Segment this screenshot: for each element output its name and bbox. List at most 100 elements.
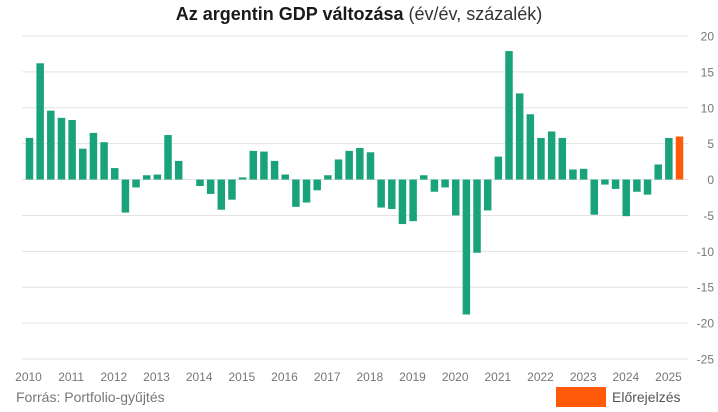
bar	[569, 169, 577, 180]
y-tick-label: -15	[697, 281, 715, 295]
y-tick-label: -20	[697, 317, 715, 331]
bar	[590, 179, 599, 215]
bar	[654, 164, 662, 180]
legend: Előrejelzés	[556, 387, 680, 407]
bar	[110, 168, 119, 180]
y-tick-label: -5	[703, 209, 714, 223]
x-tick-label: 2021	[484, 370, 511, 384]
bar	[206, 179, 215, 194]
x-tick-label: 2011	[58, 370, 84, 384]
bars	[25, 51, 684, 315]
legend-label-forecast: Előrejelzés	[612, 389, 681, 405]
bar	[153, 174, 162, 180]
bar	[494, 156, 503, 180]
bar	[643, 179, 652, 195]
x-tick-label: 2023	[570, 370, 597, 384]
bar	[420, 175, 428, 180]
source-note: Forrás: Portfolio-gyűjtés	[16, 389, 165, 405]
y-tick-label: -10	[697, 245, 715, 259]
bar	[622, 179, 630, 217]
bar	[601, 179, 609, 185]
bar	[57, 117, 66, 180]
bar	[366, 152, 375, 180]
bar	[515, 93, 524, 180]
bar	[121, 179, 130, 213]
y-tick-label: 10	[701, 101, 715, 115]
y-tick-label: 5	[707, 137, 714, 151]
bar	[25, 137, 34, 180]
bar	[441, 179, 449, 188]
y-tick-label: 20	[701, 30, 715, 44]
y-tick-label: -25	[697, 353, 715, 367]
bar	[164, 135, 172, 180]
x-tick-label: 2019	[399, 370, 426, 384]
x-tick-label: 2025	[655, 370, 682, 384]
bar	[281, 174, 289, 180]
bar	[292, 179, 300, 207]
bar	[430, 179, 439, 192]
bar	[132, 179, 140, 188]
bar	[89, 132, 98, 180]
bar	[388, 179, 396, 209]
x-tick-label: 2020	[442, 370, 469, 384]
bar	[334, 159, 343, 180]
x-tick-label: 2016	[271, 370, 298, 384]
bar	[462, 179, 471, 315]
x-tick-label: 2018	[356, 370, 383, 384]
bar	[228, 179, 236, 200]
bar	[483, 179, 492, 211]
bar	[217, 179, 226, 210]
chart-title-main: Az argentin GDP változása	[175, 4, 404, 24]
bar	[302, 179, 311, 203]
bar	[142, 175, 151, 180]
y-tick-label: 0	[707, 173, 714, 187]
bar	[356, 147, 364, 180]
bar	[47, 110, 55, 180]
bar	[633, 179, 641, 192]
bar	[558, 137, 567, 180]
bar	[313, 179, 321, 191]
bar-forecast	[675, 136, 684, 180]
bar	[79, 148, 87, 180]
y-tick-label: 15	[701, 65, 715, 79]
bar	[451, 179, 460, 216]
x-tick-label: 2013	[143, 370, 170, 384]
bar	[579, 168, 588, 180]
x-axis-tick-labels: 2010 2011 2012 2013 2014 2015 2016 2017 2018 2019…	[15, 370, 682, 384]
chart-title: Az argentin GDP változása (év/év, százal…	[0, 4, 718, 25]
bar	[526, 114, 535, 180]
bar	[270, 160, 279, 180]
bar	[537, 137, 545, 180]
bar	[611, 179, 620, 189]
bar	[68, 119, 76, 180]
bar	[249, 150, 258, 180]
x-tick-label: 2017	[314, 370, 341, 384]
bar	[409, 179, 417, 222]
bar	[377, 179, 385, 208]
bar	[100, 142, 108, 180]
bar	[345, 150, 353, 180]
bar	[238, 177, 247, 180]
bar	[324, 175, 332, 180]
x-tick-label: 2015	[228, 370, 255, 384]
bar	[398, 179, 407, 225]
bar	[196, 179, 204, 187]
bar	[473, 179, 481, 253]
x-tick-label: 2010	[15, 370, 42, 384]
y-axis-tick-labels: 20 15 10 5 0 -5 -10 -15 -20 -25	[697, 30, 715, 367]
x-tick-label: 2014	[186, 370, 213, 384]
bar	[36, 63, 44, 180]
chart-title-sub: (év/év, százalék)	[408, 4, 543, 24]
bar	[505, 51, 513, 180]
bar	[547, 131, 556, 180]
x-tick-label: 2012	[100, 370, 127, 384]
bar	[174, 160, 183, 180]
bar	[260, 151, 268, 180]
legend-swatch-forecast	[556, 387, 606, 407]
x-tick-label: 2024	[612, 370, 639, 384]
bar	[665, 137, 673, 180]
grid-lines	[22, 35, 688, 360]
x-tick-label: 2022	[527, 370, 554, 384]
